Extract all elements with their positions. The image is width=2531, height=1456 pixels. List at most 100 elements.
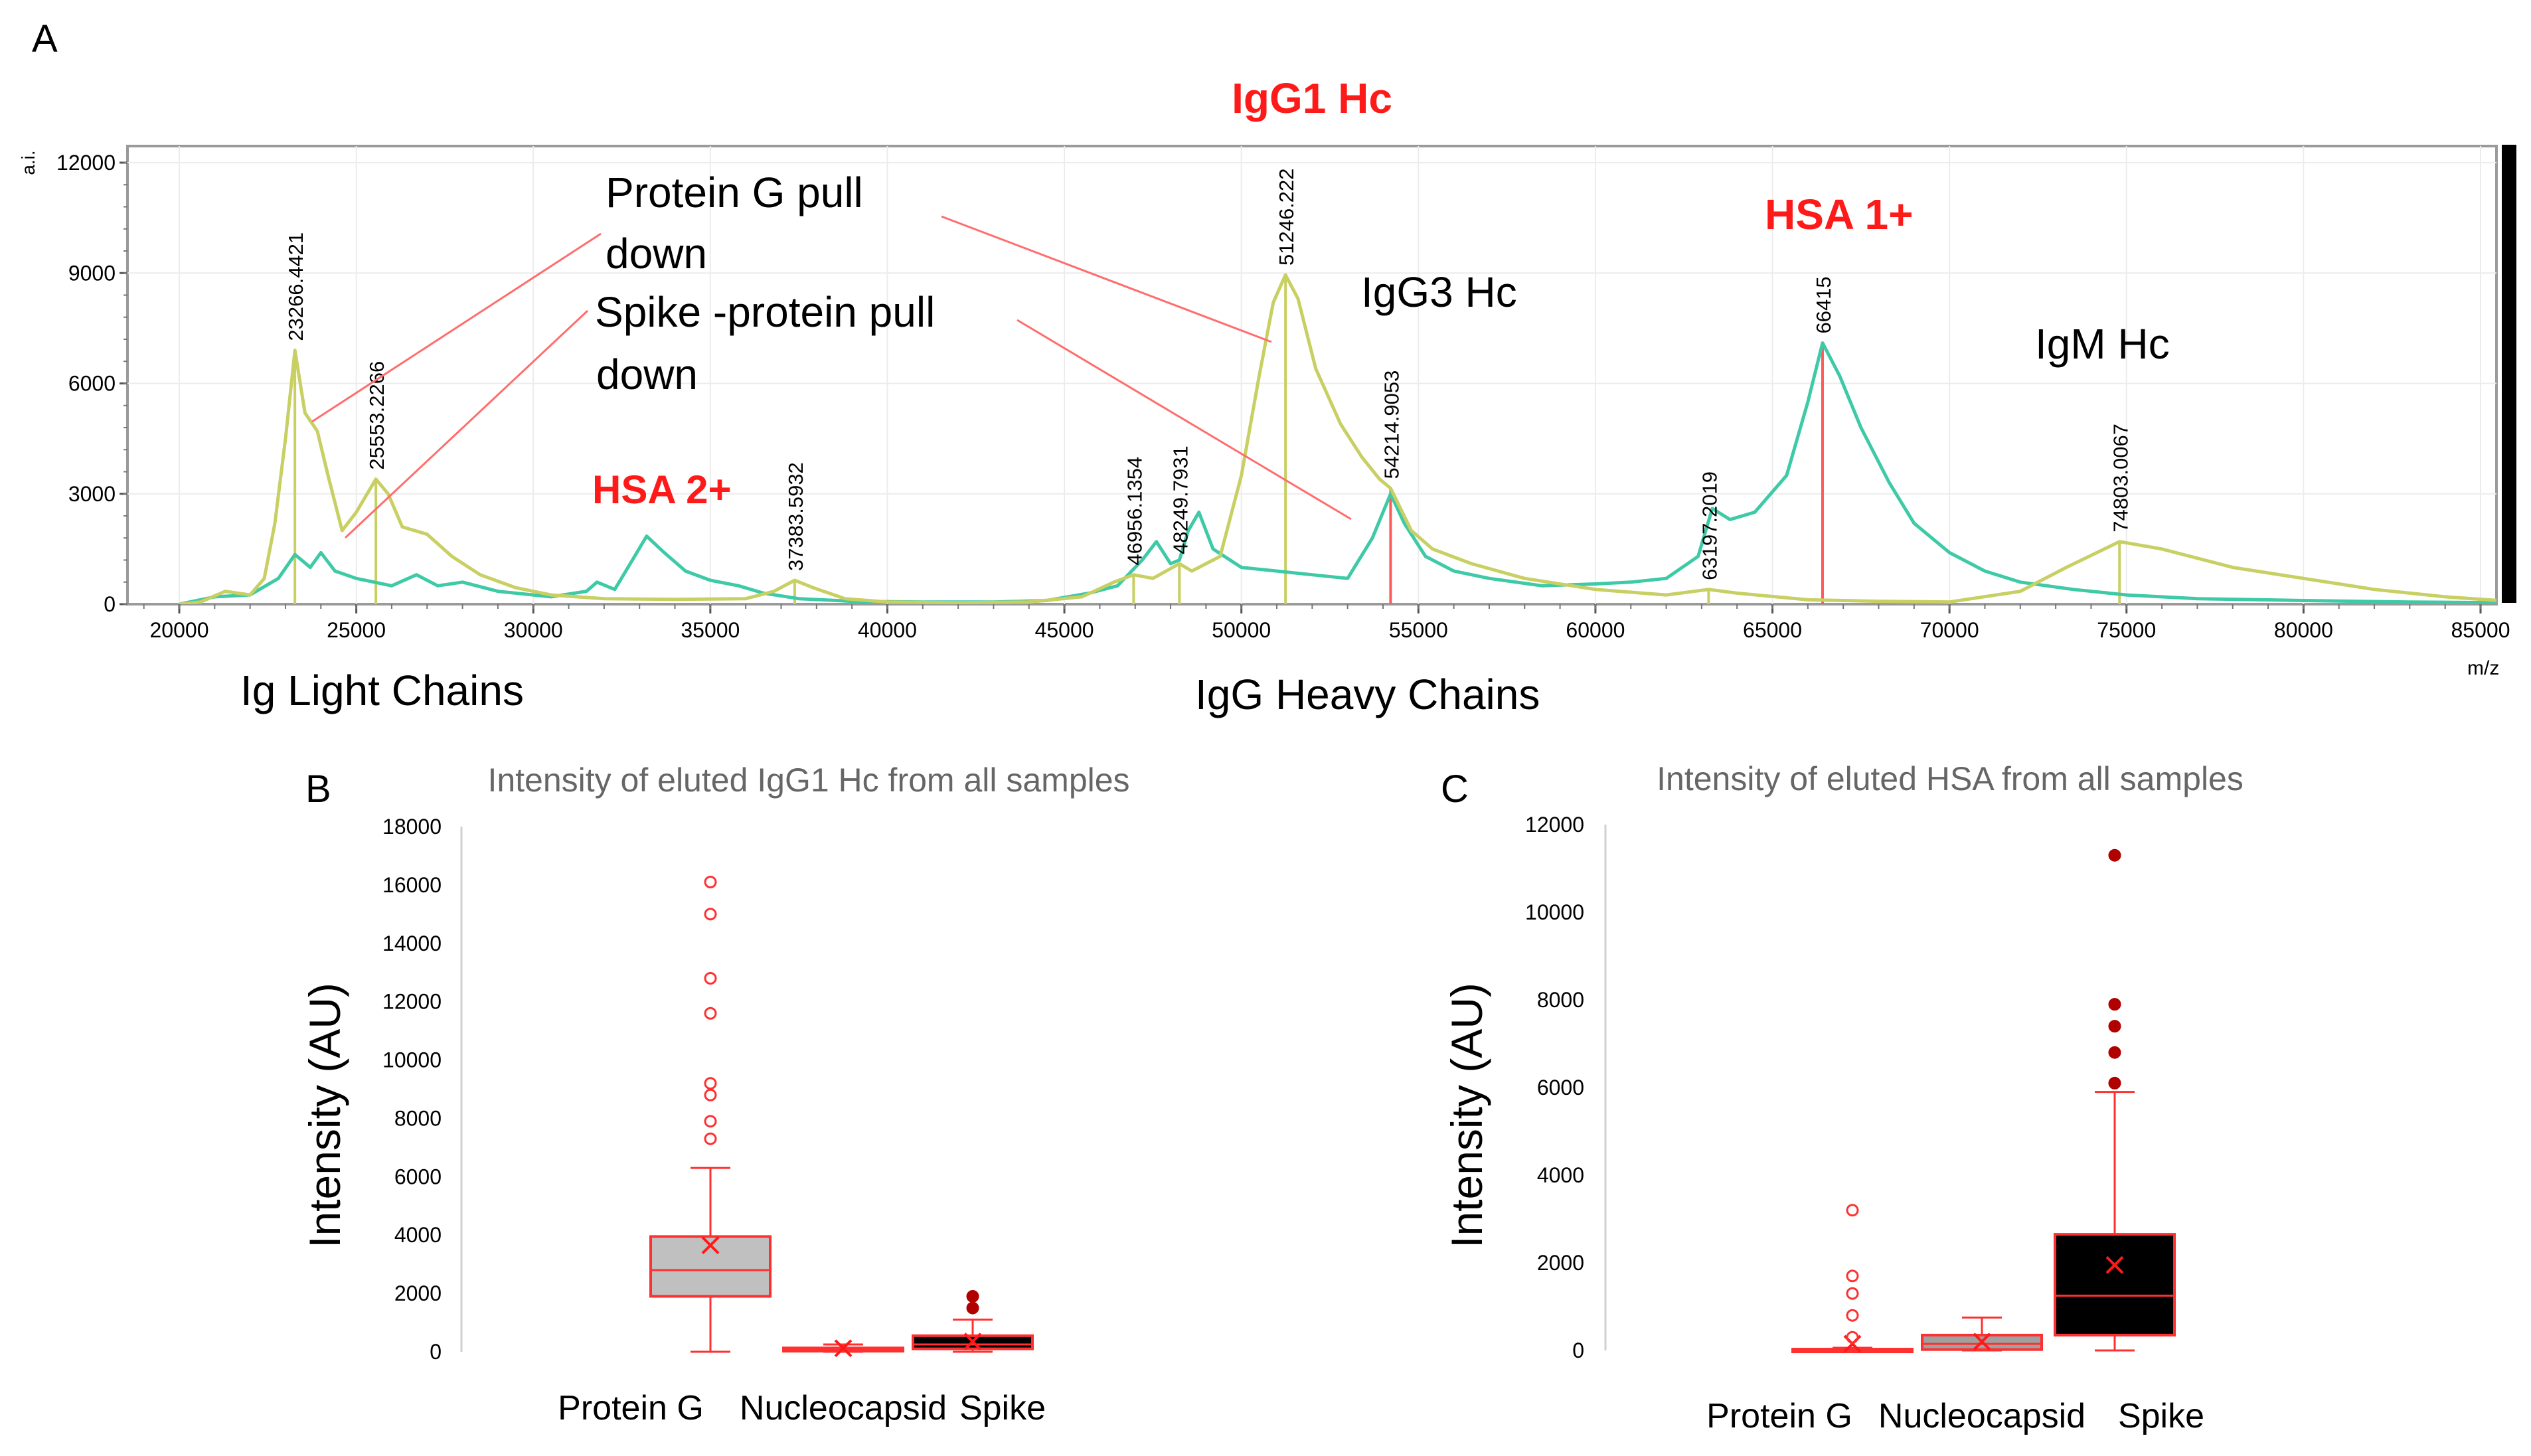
peak-label: 74803.0067	[2109, 424, 2132, 532]
spectrum-y-tick-label: 12000	[56, 151, 116, 175]
spectrum-plot-frame	[126, 145, 2498, 606]
box-nucleocapsid	[782, 1339, 904, 1358]
box-nucleocapsid	[1921, 1317, 2043, 1352]
panel-label-c: C	[1441, 768, 1469, 811]
box-outlier-point	[2108, 1046, 2121, 1059]
boxplot-y-tick-label: 4000	[394, 1223, 442, 1247]
spectrum-y-axis-label: a.i.	[18, 150, 39, 175]
box-spike	[2054, 849, 2176, 1352]
boxplot-c-categories: Protein G Nucleocapsid Spike	[1706, 1397, 2204, 1435]
box-iqr	[2054, 1233, 2176, 1336]
box-outlier-point	[1846, 1309, 1859, 1322]
boxplot-b-boxes	[649, 875, 1034, 1358]
boxplot-c-y-ticks: 0 2000 4000 6000 8000 10000 12000	[1525, 813, 1584, 1362]
annotation-hsa-2plus: HSA 2+	[592, 467, 732, 512]
box-outlier-point	[2108, 849, 2121, 862]
spectrum-x-tick-label: 35000	[681, 618, 740, 642]
box-mean-marker	[963, 1333, 982, 1351]
peak-labels: 23266.4421 25553.2266 37383.5932 46956.1354…	[284, 168, 2132, 580]
leader-line-protein-g-to-light	[311, 232, 602, 423]
box-outlier-point	[2108, 998, 2121, 1011]
annotation-leader-lines	[311, 215, 1352, 539]
spectrum-title-igg1: IgG1 Hc	[1232, 74, 1392, 122]
box-protein-g	[1791, 1204, 1914, 1354]
spectrum-x-tick-label: 45000	[1035, 618, 1094, 642]
panel-label-b: B	[305, 768, 331, 811]
panel-c-boxplot: C Intensity of eluted HSA from all sampl…	[1441, 760, 2244, 1435]
annotation-hsa-1plus: HSA 1+	[1765, 191, 1914, 238]
boxplot-c-boxes	[1791, 849, 2176, 1354]
annotation-spike-line2: down	[596, 351, 698, 398]
boxplot-y-tick-label: 12000	[1525, 813, 1584, 837]
box-mean-marker	[1973, 1333, 1991, 1351]
spectrum-x-tick-label: 60000	[1566, 618, 1625, 642]
boxplot-category-label: Nucleocapsid	[1878, 1397, 2085, 1435]
leader-line-spike-to-igg	[1017, 319, 1352, 521]
boxplot-category-label: Spike	[2118, 1397, 2204, 1435]
annotation-spike-line1: Spike -protein pull	[595, 288, 935, 336]
boxplot-category-label: Nucleocapsid	[740, 1389, 947, 1427]
boxplot-category-label: Protein G	[1706, 1397, 1852, 1435]
box-outlier-point	[1846, 1269, 1859, 1283]
annotation-igm-hc: IgM Hc	[2035, 320, 2170, 368]
peak-label: 48249.7931	[1169, 445, 1192, 554]
boxplot-y-tick-label: 6000	[394, 1165, 442, 1188]
annotation-igg-heavy-chains: IgG Heavy Chains	[1195, 671, 1540, 718]
spectrum-y-tick-label: 6000	[68, 372, 116, 396]
boxplot-y-tick-label: 14000	[382, 931, 442, 955]
spectrum-x-tick-label: 65000	[1743, 618, 1802, 642]
box-outlier-point	[2108, 1076, 2121, 1090]
spectrum-x-tick-label: 85000	[2451, 618, 2510, 642]
spectrum-x-ticks: 20000 25000 30000 35000 40000 45000 50000 55000…	[143, 604, 2510, 642]
boxplot-y-tick-label: 8000	[394, 1106, 442, 1130]
peak-label: 37383.5932	[784, 462, 807, 571]
boxplot-y-tick-label: 4000	[1537, 1163, 1584, 1187]
spectrum-y-tick-label: 3000	[68, 482, 116, 506]
box-protein-g	[649, 875, 772, 1353]
boxplot-y-tick-label: 2000	[1537, 1251, 1584, 1275]
box-outlier-point	[966, 1301, 979, 1315]
spectrum-grid	[127, 146, 2496, 604]
annotation-protein-g-line2: down	[606, 230, 707, 278]
boxplot-category-label: Spike	[959, 1389, 1046, 1427]
spectrum-x-tick-label: 25000	[327, 618, 386, 642]
spectrum-scrollbar[interactable]	[2502, 145, 2516, 603]
box-outlier-point	[704, 1007, 717, 1020]
spectrum-x-tick-label: 30000	[504, 618, 563, 642]
annotation-protein-g-line1: Protein G pull	[606, 169, 863, 216]
spectrum-y-tick-label: 9000	[68, 261, 116, 285]
boxplot-y-tick-label: 18000	[382, 815, 442, 839]
boxplot-y-tick-label: 12000	[382, 990, 442, 1014]
box-mean-marker	[834, 1339, 853, 1358]
boxplot-y-tick-label: 0	[430, 1340, 442, 1364]
spectrum-x-tick-label: 80000	[2274, 618, 2333, 642]
spectrum-y-ticks: 0 3000 6000 9000 12000	[56, 151, 127, 616]
box-outlier-point	[704, 1115, 717, 1128]
boxplot-b-categories: Protein G Nucleocapsid Spike	[558, 1389, 1046, 1427]
boxplot-c-title: Intensity of eluted HSA from all samples	[1657, 760, 2244, 797]
spectrum-y-tick-label: 0	[104, 592, 116, 616]
spectrum-x-tick-label: 40000	[858, 618, 917, 642]
peak-label: 25553.2266	[365, 361, 388, 470]
panel-a-spectrum: A 0 3000 6000 9000 12000 20000 25000 30000 3500…	[18, 17, 2516, 718]
boxplot-b-y-ticks: 0 2000 4000 6000 8000 10000 12000 14000 16000 180…	[382, 815, 442, 1364]
annotation-igg3-hc: IgG3 Hc	[1361, 268, 1517, 316]
boxplot-y-tick-label: 10000	[1525, 900, 1584, 924]
boxplot-y-tick-label: 2000	[394, 1281, 442, 1305]
boxplot-y-tick-label: 0	[1572, 1338, 1584, 1362]
peak-label: 51246.222	[1275, 168, 1298, 266]
box-outlier-point	[704, 1088, 717, 1101]
boxplot-b-y-axis-label: Intensity (AU)	[300, 983, 349, 1248]
protein-g-pulldown-trace	[179, 273, 2496, 604]
box-outlier-point	[704, 1077, 717, 1090]
boxplot-y-tick-label: 16000	[382, 873, 442, 897]
panel-label-a: A	[32, 17, 58, 60]
peak-label: 63197.2019	[1698, 471, 1721, 580]
box-mean-marker	[2105, 1255, 2124, 1274]
box-outlier-point	[2108, 1020, 2121, 1033]
spectrum-x-tick-label: 20000	[150, 618, 209, 642]
boxplot-y-tick-label: 10000	[382, 1048, 442, 1072]
boxplot-y-tick-label: 6000	[1537, 1076, 1584, 1099]
box-outlier-point	[704, 972, 717, 985]
